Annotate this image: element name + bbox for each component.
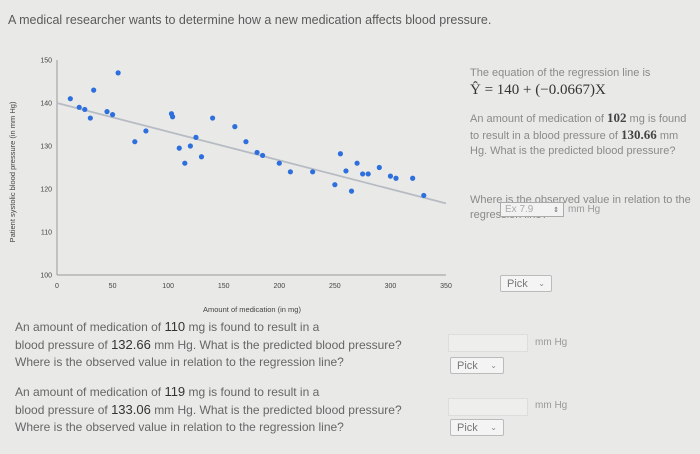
y-tick-label: 100 — [40, 273, 52, 280]
answer-unit: mm Hg — [568, 204, 601, 215]
q1-unit: mm Hg — [535, 337, 568, 348]
data-point — [376, 164, 382, 171]
data-point — [260, 152, 266, 159]
data-point — [337, 151, 344, 157]
data-point — [115, 70, 121, 76]
chevron-down-icon: ⌄ — [490, 361, 497, 370]
data-point — [310, 169, 316, 175]
data-point — [287, 169, 293, 175]
y-tick-label: 120 — [40, 187, 52, 194]
data-point — [91, 87, 97, 93]
data-point — [67, 96, 73, 102]
stepper-icon[interactable]: ⇕ — [553, 206, 559, 214]
data-point — [143, 128, 149, 134]
data-point — [193, 134, 199, 140]
data-point — [176, 145, 182, 151]
data-point — [82, 106, 88, 113]
data-point — [182, 160, 188, 166]
problem-title: A medical researcher wants to determine … — [8, 13, 492, 27]
data-point — [354, 160, 360, 166]
q1-pick-select[interactable]: Pick ⌄ — [450, 357, 504, 374]
x-axis-label: Amount of medication (in mg) — [203, 305, 301, 314]
x-tick-label: 200 — [273, 283, 285, 290]
x-tick-label: 100 — [162, 283, 174, 290]
data-point — [276, 160, 282, 166]
regression-equation: Ŷ = 140 + (−0.0667)X — [470, 82, 606, 98]
x-tick-label: 0 — [55, 283, 59, 290]
data-point — [243, 139, 249, 145]
question-2: An amount of medication of 119 mg is fou… — [15, 384, 402, 434]
data-point — [210, 115, 216, 121]
data-point — [232, 124, 238, 130]
data-point — [332, 182, 338, 188]
x-tick-label: 250 — [329, 283, 341, 290]
data-point — [365, 171, 371, 177]
y-tick-label: 150 — [40, 58, 52, 65]
question-1: An amount of medication of 110 mg is fou… — [15, 319, 402, 369]
q2-predicted-input[interactable] — [448, 398, 528, 416]
q2-pick-select[interactable]: Pick ⌄ — [450, 419, 504, 436]
data-point — [421, 192, 427, 199]
chevron-down-icon: ⌄ — [490, 423, 497, 432]
data-point — [410, 175, 416, 181]
data-point — [387, 173, 394, 179]
regression-line — [56, 102, 447, 205]
data-point — [254, 149, 260, 156]
side-answer-row: Ex 7.9 ⇕ mm Hg — [500, 202, 600, 217]
x-tick-label: 150 — [218, 283, 230, 290]
data-point — [169, 114, 176, 120]
data-point — [198, 154, 205, 160]
data-point — [360, 171, 366, 177]
y-axis-label: Patient systolic blood pressure (in mm H… — [8, 101, 17, 242]
x-tick-label: 50 — [109, 283, 117, 290]
data-point — [348, 188, 355, 194]
data-point — [187, 143, 193, 149]
side-pick-select[interactable]: Pick ⌄ — [500, 275, 552, 292]
y-tick-label: 110 — [41, 230, 52, 237]
data-point — [109, 112, 116, 118]
regression-panel: The equation of the regression line is Ŷ… — [470, 66, 698, 223]
x-tick-label: 300 — [385, 283, 397, 290]
data-point — [132, 139, 138, 145]
y-tick-label: 140 — [40, 101, 52, 108]
predicted-bp-input[interactable]: Ex 7.9 ⇕ — [500, 202, 564, 217]
q2-unit: mm Hg — [535, 400, 568, 411]
q1-predicted-input[interactable] — [448, 334, 528, 352]
x-tick-label: 350 — [440, 283, 452, 290]
equation-intro: The equation of the regression line is — [470, 67, 651, 79]
y-tick-label: 130 — [40, 144, 52, 151]
data-point — [104, 109, 110, 115]
data-point — [393, 175, 399, 181]
data-point — [76, 104, 82, 110]
side-question: An amount of medication of 102 mg is fou… — [470, 110, 687, 157]
chevron-down-icon: ⌄ — [538, 279, 545, 288]
data-point — [343, 168, 349, 174]
data-point — [87, 115, 93, 121]
scatter-chart: Patient systolic blood pressure (in mm H… — [8, 58, 452, 315]
